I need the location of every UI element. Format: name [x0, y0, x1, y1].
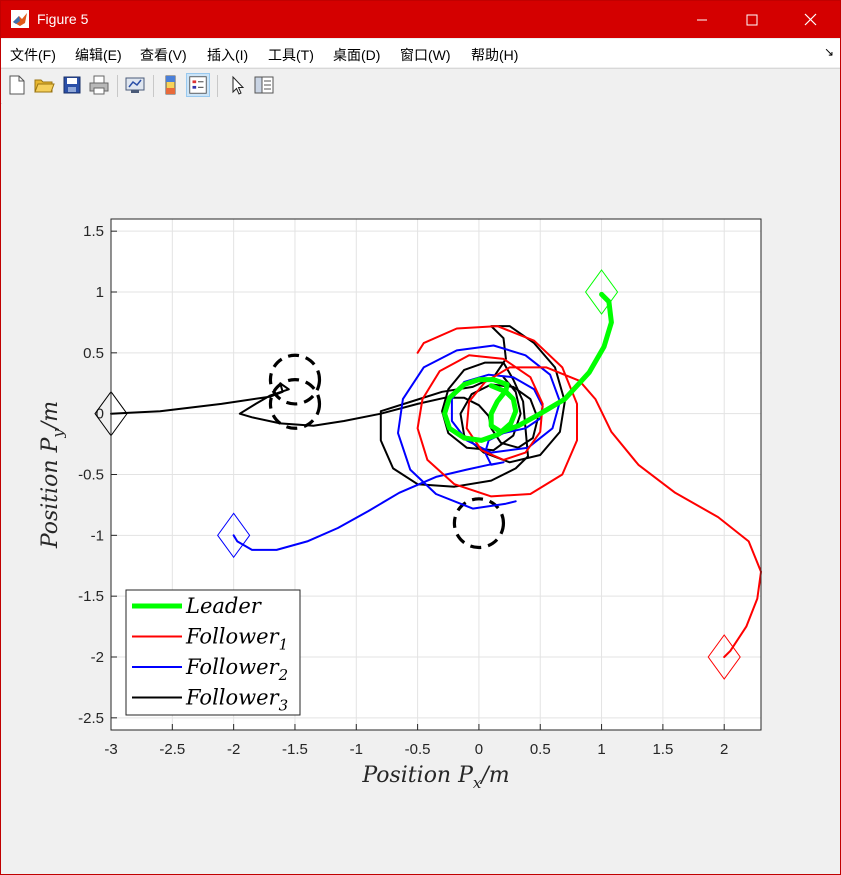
- minimize-button[interactable]: [679, 1, 725, 38]
- menu-edit[interactable]: 编辑(E): [75, 47, 122, 63]
- menu-insert[interactable]: 插入(I): [207, 47, 249, 63]
- x-tick-label: 0: [475, 741, 483, 758]
- menu-desktop[interactable]: 桌面(D): [333, 47, 381, 63]
- start-marker-follower-1: [707, 634, 741, 680]
- title-bar[interactable]: Figure 5: [1, 1, 840, 38]
- trajectory-follower-3: [110, 325, 566, 488]
- print-icon[interactable]: [87, 73, 111, 97]
- x-tick-label: -2.5: [159, 741, 185, 758]
- legend-icon[interactable]: [186, 73, 210, 97]
- y-tick-label: -0.5: [78, 467, 104, 484]
- trajectory-follower-1: [416, 325, 762, 658]
- menu-window[interactable]: 窗口(W): [400, 47, 451, 63]
- menu-help[interactable]: 帮助(H): [471, 47, 519, 63]
- window-title: Figure 5: [37, 11, 89, 27]
- toolbar-separator: [217, 75, 218, 97]
- y-tick-label: -1: [91, 527, 104, 544]
- y-tick-label: 0: [96, 406, 104, 423]
- close-button[interactable]: [788, 1, 834, 38]
- toolbar-separator: [117, 75, 118, 97]
- y-tick-label: -1.5: [78, 588, 104, 605]
- trajectory-follower-2: [232, 344, 561, 551]
- x-tick-label: -1: [350, 741, 363, 758]
- maximize-icon: [746, 14, 758, 26]
- x-axis-label: Position Px/m: [361, 763, 509, 792]
- menu-bar: 文件(F) 编辑(E) 查看(V) 插入(I) 工具(T) 桌面(D) 窗口(W…: [1, 39, 840, 67]
- link-plot-icon[interactable]: [123, 73, 147, 97]
- open-file-icon[interactable]: [32, 73, 56, 97]
- y-tick-label: -2: [91, 649, 104, 666]
- menu-tools[interactable]: 工具(T): [268, 47, 314, 63]
- maximize-button[interactable]: [729, 1, 775, 38]
- new-figure-icon[interactable]: [5, 73, 29, 97]
- axes-frame: [110, 218, 762, 731]
- pointer-icon[interactable]: [225, 73, 249, 97]
- obstacle-circle: [268, 377, 322, 430]
- dock-arrow-icon[interactable]: ↘: [823, 45, 834, 59]
- legend-label: Follower2: [185, 655, 288, 684]
- x-tick-label: 1: [597, 741, 605, 758]
- x-tick-label: 2: [720, 741, 728, 758]
- x-tick-label: 0.5: [530, 741, 551, 758]
- start-marker-follower-2: [217, 512, 251, 559]
- menu-view[interactable]: 查看(V): [140, 47, 187, 63]
- y-tick-label: -2.5: [78, 710, 104, 727]
- toolbar-separator: [153, 75, 154, 97]
- save-icon[interactable]: [60, 73, 84, 97]
- legend-label: Leader: [185, 594, 263, 618]
- obstacle-circle: [268, 353, 322, 406]
- start-marker-leader: [584, 269, 619, 315]
- obstacle-circle: [452, 497, 506, 550]
- trajectory-plot: -3 -2.5 -2 -1.5 -1 -0.5 0 0.5 1 1.5 21.510.50-0.5-…: [38, 218, 762, 792]
- y-tick-label: 1.5: [83, 223, 104, 240]
- x-tick-label: -3: [104, 741, 117, 758]
- y-axis-label: Position Py/m: [38, 401, 67, 549]
- menu-file[interactable]: 文件(F): [10, 47, 56, 63]
- x-tick-label: 1.5: [652, 741, 673, 758]
- x-tick-label: -1.5: [282, 741, 308, 758]
- matlab-app-icon: [11, 10, 29, 28]
- minimize-icon: [697, 19, 707, 21]
- x-tick-label: -2: [227, 741, 240, 758]
- x-tick-label: -0.5: [405, 741, 431, 758]
- y-tick-label: 1: [96, 284, 104, 301]
- y-tick-label: 0.5: [83, 345, 104, 362]
- property-inspector-icon[interactable]: [252, 73, 276, 97]
- legend-box: [125, 589, 301, 716]
- figure-toolbar: [1, 68, 840, 104]
- figure-canvas: -3 -2.5 -2 -1.5 -1 -0.5 0 0.5 1 1.5 2 1.5 1 0.5 0 -0.5-…: [2, 103, 840, 874]
- close-icon: [804, 13, 817, 26]
- legend-label: Follower3: [185, 686, 288, 715]
- colorbar-icon[interactable]: [159, 73, 183, 97]
- legend-label: Follower1: [185, 625, 288, 654]
- trajectory-leader: [442, 291, 614, 443]
